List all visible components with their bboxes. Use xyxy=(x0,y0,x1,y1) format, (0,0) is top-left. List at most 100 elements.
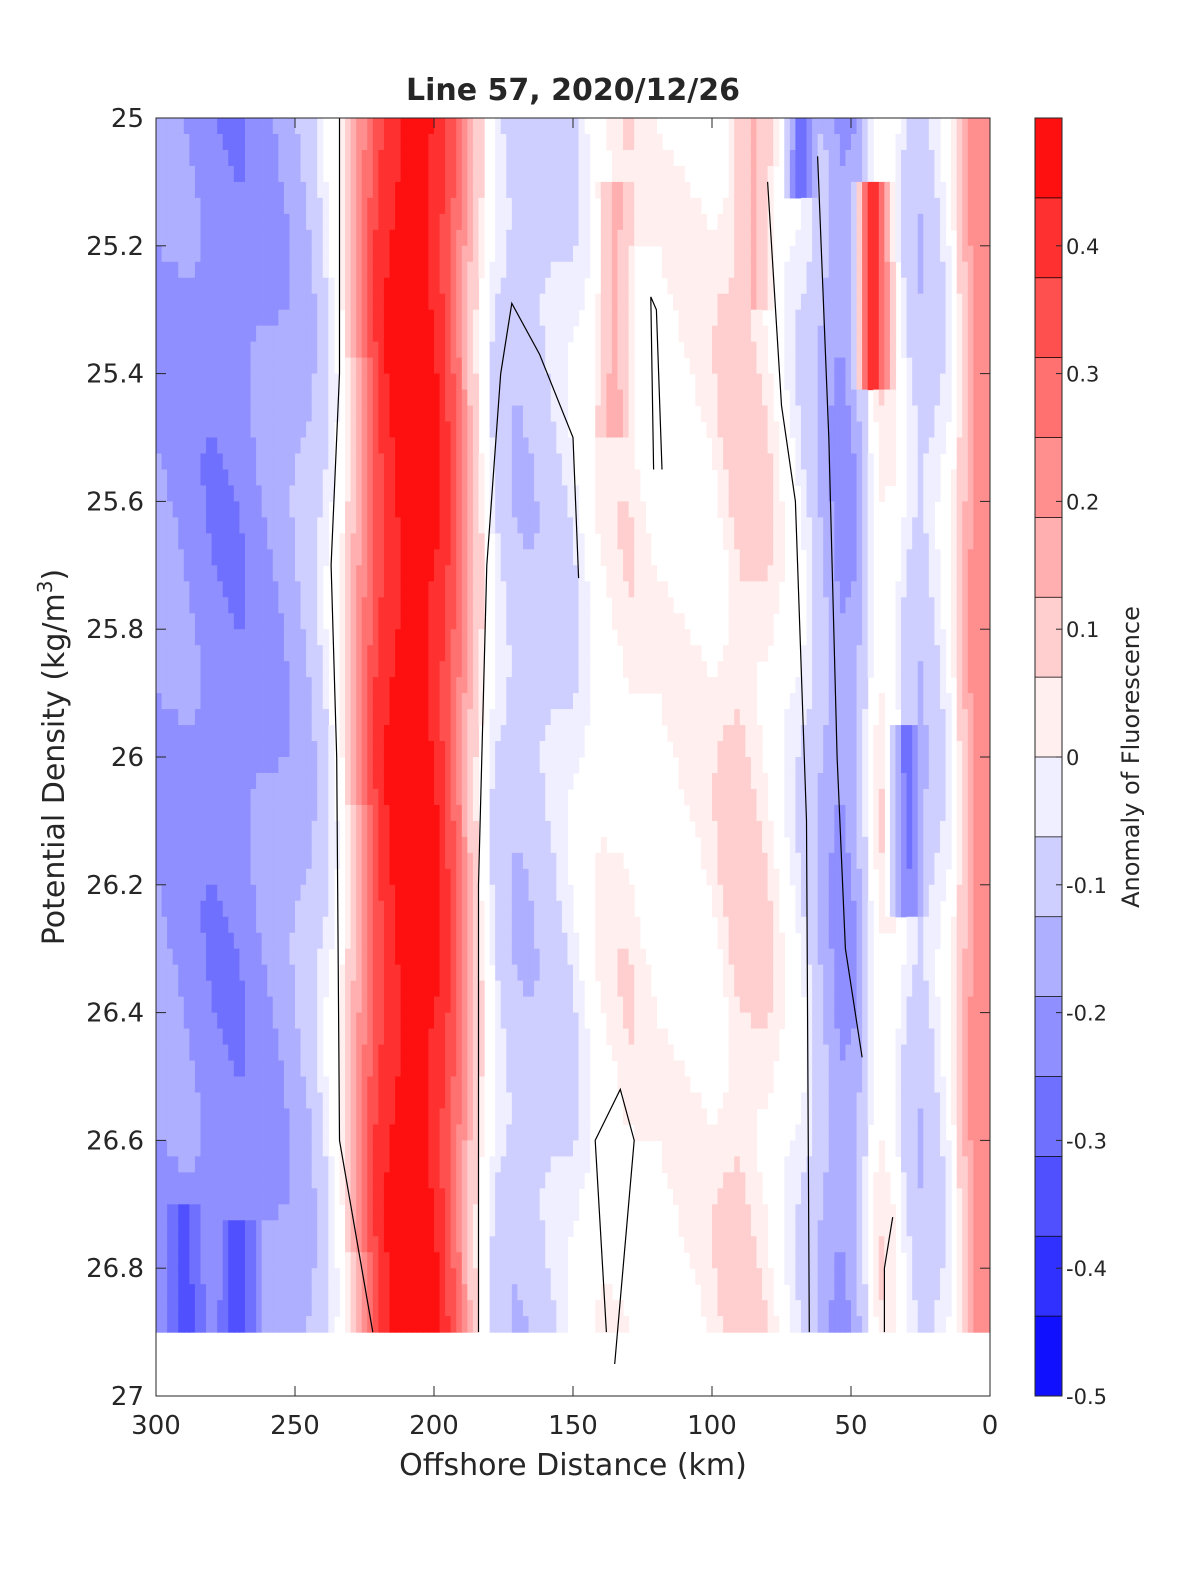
heatmap-cell xyxy=(322,549,329,566)
heatmap-cell xyxy=(222,725,229,742)
heatmap-cell xyxy=(400,772,407,790)
heatmap-cell xyxy=(200,293,207,311)
heatmap-cell xyxy=(489,772,496,790)
heatmap-cell xyxy=(511,1156,518,1173)
heatmap-cell xyxy=(283,1204,291,1221)
heatmap-cell xyxy=(500,357,507,375)
heatmap-cell xyxy=(534,1252,541,1269)
heatmap-cell xyxy=(400,804,407,822)
heatmap-cell xyxy=(311,948,318,966)
heatmap-cell xyxy=(278,549,285,566)
heatmap-cell xyxy=(250,581,257,598)
heatmap-cell xyxy=(461,1044,468,1062)
heatmap-cell xyxy=(395,581,402,598)
heatmap-cell xyxy=(350,1284,357,1301)
heatmap-cell xyxy=(456,613,463,630)
heatmap-cell xyxy=(534,836,541,854)
heatmap-cell xyxy=(406,118,413,135)
heatmap-cell xyxy=(406,245,413,263)
heatmap-cell xyxy=(500,661,507,678)
heatmap-cell xyxy=(194,948,202,966)
heatmap-cell xyxy=(445,229,452,247)
heatmap-cell xyxy=(239,1300,246,1317)
heatmap-cell xyxy=(534,517,541,534)
heatmap-cell xyxy=(395,421,402,439)
heatmap-cell xyxy=(295,772,302,790)
heatmap-cell xyxy=(211,1188,218,1205)
heatmap-cell xyxy=(461,1268,468,1285)
heatmap-cell xyxy=(306,1252,313,1269)
heatmap-cell xyxy=(511,1300,518,1317)
heatmap-cell xyxy=(461,1220,468,1237)
heatmap-cell xyxy=(383,341,391,359)
heatmap-cell xyxy=(517,661,524,678)
heatmap-cell xyxy=(350,804,357,822)
heatmap-cell xyxy=(183,996,190,1014)
heatmap-cell xyxy=(461,261,468,279)
heatmap-cell xyxy=(378,533,385,550)
heatmap-cell xyxy=(311,245,318,263)
heatmap-cell xyxy=(500,693,507,710)
heatmap-cell xyxy=(383,1092,391,1110)
heatmap-cell xyxy=(395,725,402,742)
heatmap-cell xyxy=(350,1172,357,1189)
heatmap-cell xyxy=(372,229,379,247)
heatmap-cell xyxy=(372,1124,379,1141)
heatmap-cell xyxy=(156,852,163,870)
heatmap-cell xyxy=(217,645,224,662)
heatmap-cell xyxy=(361,309,368,327)
heatmap-cell xyxy=(239,884,246,902)
heatmap-cell xyxy=(189,357,196,375)
heatmap-cell xyxy=(161,1188,168,1205)
heatmap-cell xyxy=(211,948,218,966)
heatmap-cell xyxy=(372,916,379,934)
heatmap-cell xyxy=(250,197,257,215)
heatmap-cell xyxy=(194,820,202,838)
heatmap-cell xyxy=(406,565,413,582)
heatmap-cell xyxy=(156,645,163,662)
heatmap-cell xyxy=(156,916,163,934)
heatmap-cell xyxy=(295,517,302,534)
heatmap-cell xyxy=(411,597,418,614)
heatmap-cell xyxy=(272,741,279,758)
heatmap-cell xyxy=(306,245,313,263)
heatmap-cell xyxy=(256,1076,263,1094)
heatmap-cell xyxy=(217,629,224,646)
heatmap-cell xyxy=(317,804,324,822)
heatmap-cell xyxy=(495,149,502,167)
heatmap-cell xyxy=(211,1044,218,1062)
heatmap-cell xyxy=(256,852,263,870)
heatmap-cell xyxy=(406,581,413,598)
heatmap-cell xyxy=(522,549,530,566)
heatmap-cell xyxy=(395,549,402,566)
heatmap-cell xyxy=(250,261,257,279)
heatmap-cell xyxy=(322,693,329,710)
heatmap-cell xyxy=(261,964,268,982)
heatmap-cell xyxy=(250,900,257,918)
heatmap-cell xyxy=(278,884,285,902)
heatmap-cell xyxy=(228,118,235,135)
heatmap-cell xyxy=(211,1012,218,1030)
heatmap-cell xyxy=(278,501,285,518)
heatmap-cell xyxy=(250,293,257,311)
heatmap-cell xyxy=(183,836,190,854)
heatmap-cell xyxy=(283,1252,291,1269)
heatmap-cell xyxy=(489,868,496,886)
heatmap-cell xyxy=(495,1268,502,1285)
heatmap-cell xyxy=(517,245,524,263)
heatmap-cell xyxy=(345,277,352,295)
heatmap-cell xyxy=(156,1300,163,1317)
heatmap-cell xyxy=(211,549,218,566)
heatmap-cell xyxy=(228,581,235,598)
heatmap-cell xyxy=(534,1172,541,1189)
heatmap-cell xyxy=(172,1124,179,1141)
heatmap-cell xyxy=(345,245,352,263)
heatmap-cell xyxy=(528,181,535,199)
heatmap-cell xyxy=(367,820,374,838)
heatmap-cell xyxy=(261,1044,268,1062)
heatmap-cell xyxy=(345,820,352,838)
heatmap-cell xyxy=(172,980,179,998)
heatmap-cell xyxy=(489,277,496,295)
heatmap-cell xyxy=(406,1204,413,1221)
heatmap-cell xyxy=(189,741,196,758)
